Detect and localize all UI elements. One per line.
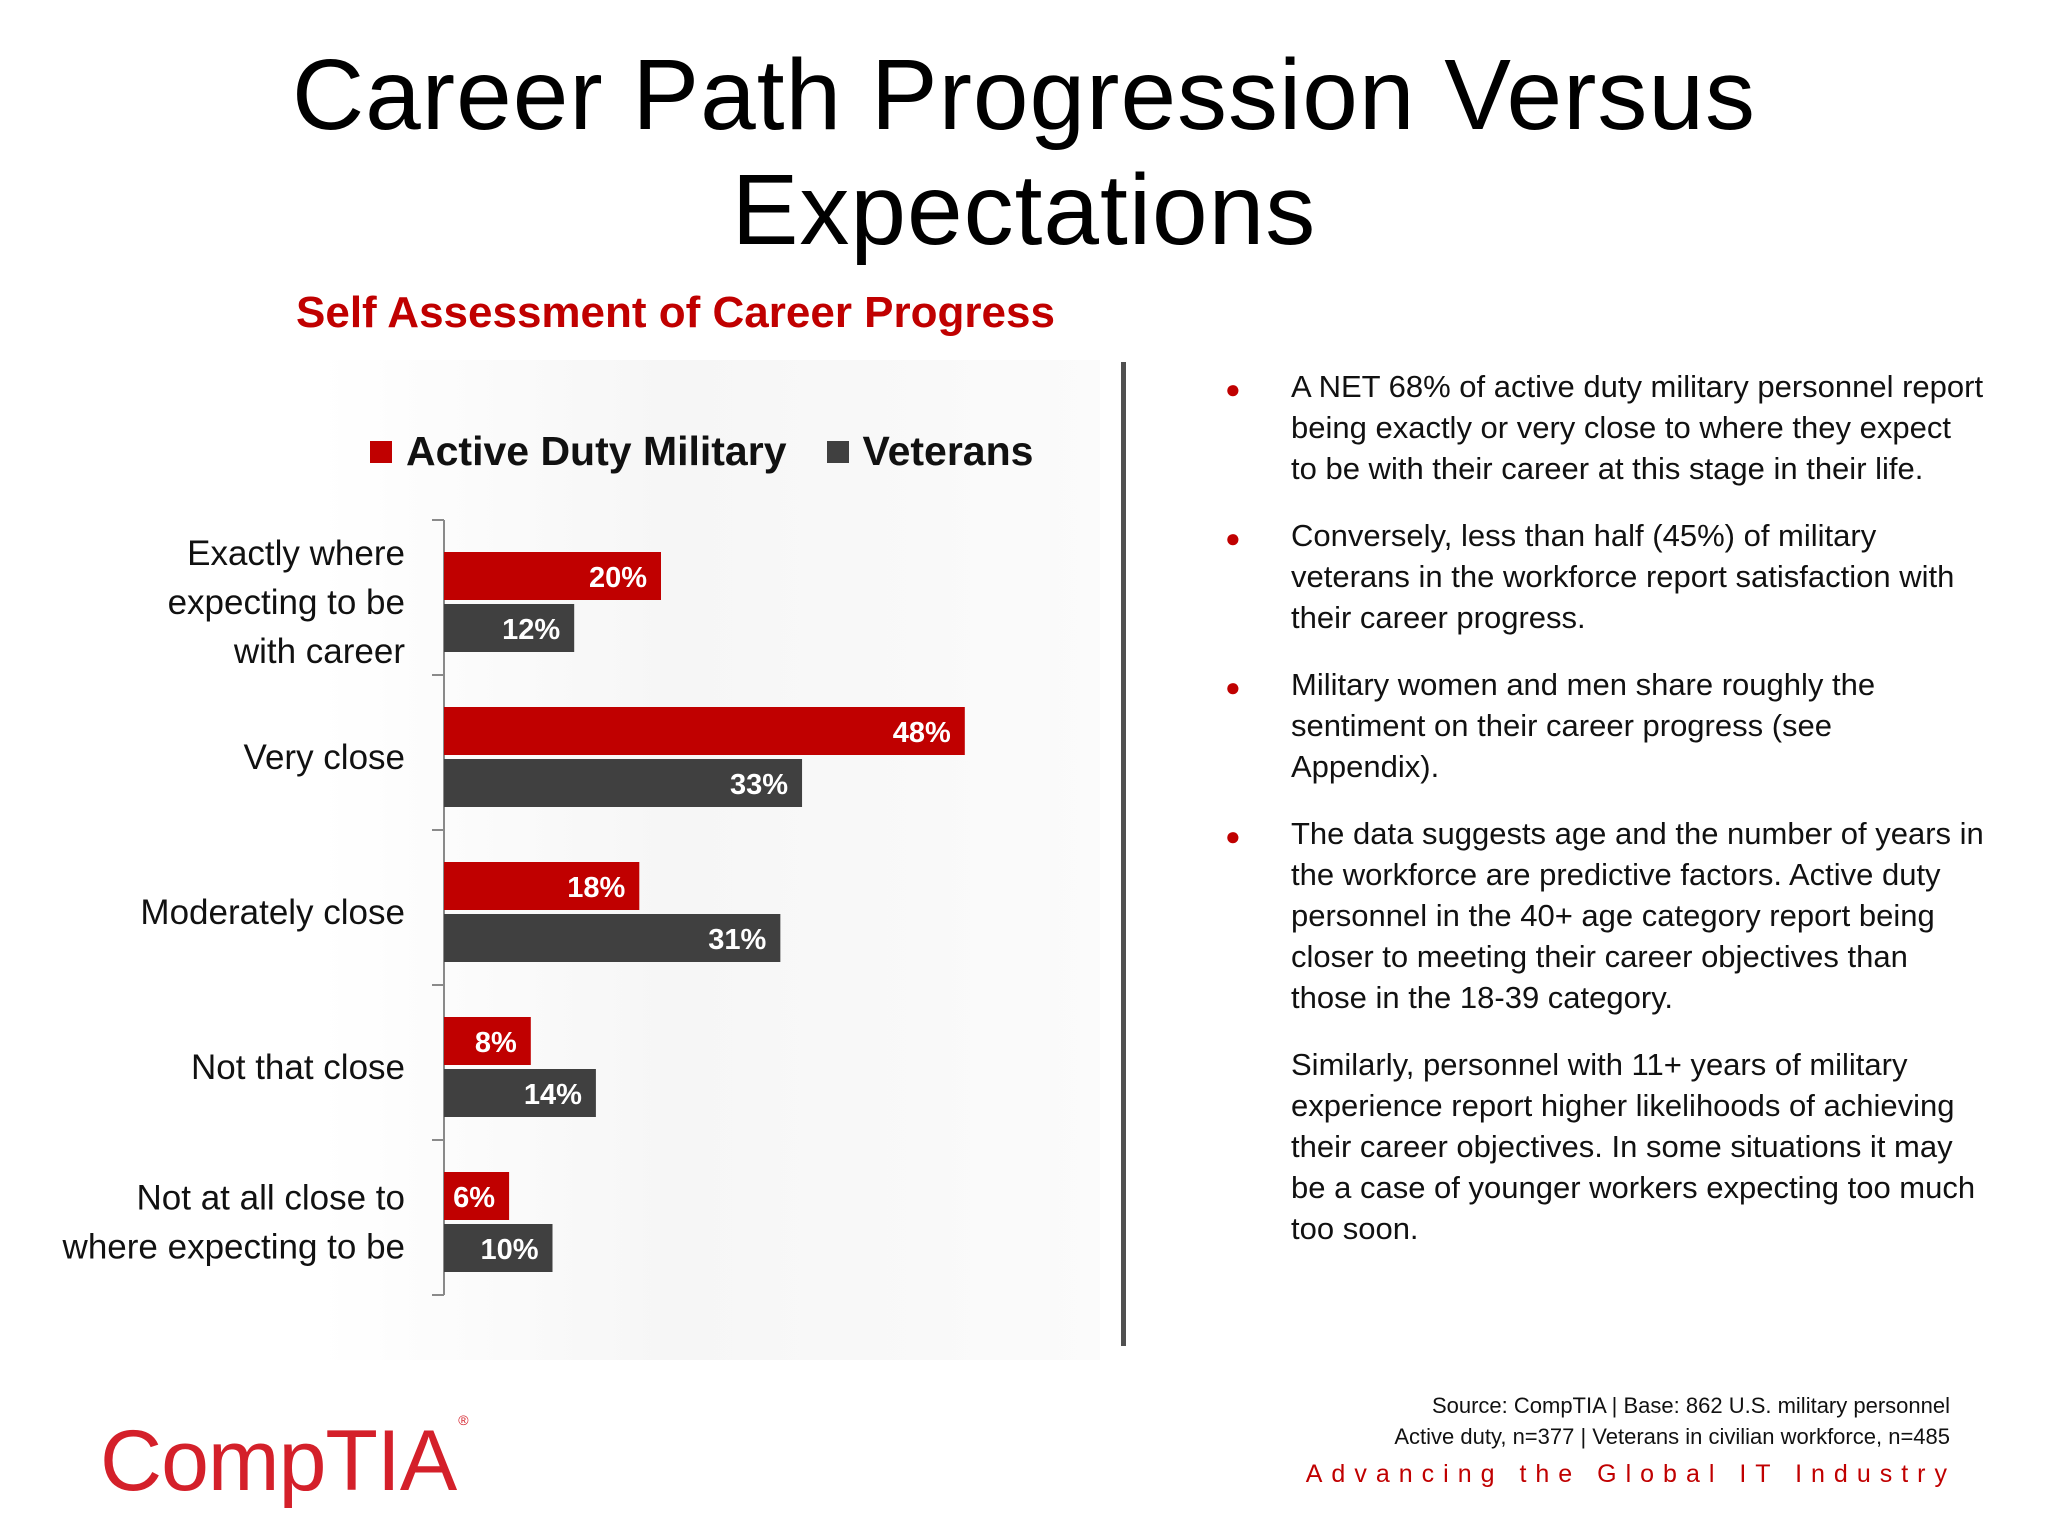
data-label: 10% [480,1234,538,1266]
finding-item: ● Conversely, less than half (45%) of mi… [1225,515,1985,638]
data-label: 20% [589,562,647,594]
finding-text: A NET 68% of active duty military person… [1291,369,1984,486]
bar-veterans [444,914,781,962]
finding-item: ● The data suggests age and the number o… [1225,813,1985,1018]
chart-legend: Active Duty Military Veterans [370,428,1073,475]
legend-swatch-veterans [826,440,849,463]
finding-item: ● Military women and men share roughly t… [1225,664,1985,787]
finding-text: Conversely, less than half (45%) of mili… [1291,518,1955,635]
slide-title: Career Path Progression Versus Expectati… [291,39,1757,266]
bar-active-duty [444,552,661,600]
legend-swatch-active-duty [370,440,392,463]
finding-paragraph: Similarly, personnel with 11+ years of m… [1291,1047,1976,1246]
category-label: Exactly where [187,534,405,573]
bar-active-duty [444,862,640,910]
bar-active-duty [444,1172,510,1220]
category-label: Not that close [191,1048,405,1087]
bar-veterans [444,604,575,652]
category-label: Moderately close [140,893,405,932]
data-label: 8% [475,1027,517,1059]
finding-item: ● A NET 68% of active duty military pers… [1225,366,1985,489]
finding-text: Military women and men share roughly the… [1291,667,1876,784]
data-label: 33% [730,769,788,801]
logo-text: CompTIA [100,1413,457,1509]
data-label: 31% [708,924,766,956]
category-label: Not at all close to [137,1179,405,1218]
bar-veterans [444,1069,596,1117]
legend-item-veterans: Veterans [826,428,1034,475]
data-label: 12% [502,614,560,646]
bar-veterans [444,759,803,807]
source-line-2: Active duty, n=377 | Veterans in civilia… [1394,1424,1950,1449]
legend-label-active-duty: Active Duty Military [406,428,787,474]
category-label: Very close [244,738,405,777]
logo-registered-mark: ® [458,1412,468,1428]
bar-active-duty [444,707,965,755]
vertical-divider [1121,362,1126,1346]
legend-item-active-duty: Active Duty Military [370,428,787,475]
category-label: with career [233,632,406,671]
data-label: 48% [893,717,951,749]
source-note: Source: CompTIA | Base: 862 U.S. militar… [1394,1390,1950,1452]
data-label: 14% [524,1079,582,1111]
chart-title: Self Assessment of Career Progress [296,288,1055,337]
bullet-dot-icon: ● [1225,821,1241,851]
data-label: 6% [453,1182,495,1214]
findings-list: ● A NET 68% of active duty military pers… [1225,366,1985,1249]
bar-veterans [444,1224,553,1272]
bullet-dot-icon: ● [1225,523,1241,553]
bar-active-duty [444,1017,531,1065]
category-label: where expecting to be [62,1228,405,1267]
legend-label-veterans: Veterans [862,428,1034,474]
comptia-logo: CompTIA ® [100,1412,469,1511]
bullet-dot-icon: ● [1225,374,1241,404]
category-label: expecting to be [168,583,405,622]
data-label: 18% [567,872,625,904]
source-line-1: Source: CompTIA | Base: 862 U.S. militar… [1431,1393,1950,1418]
bullet-dot-icon: ● [1225,672,1241,702]
finding-text: The data suggests age and the number of … [1291,816,1984,1015]
tagline: Advancing the Global IT Industry [1305,1460,1956,1488]
bar-chart: Exactly where expecting to be with career 2… [62,519,965,1296]
